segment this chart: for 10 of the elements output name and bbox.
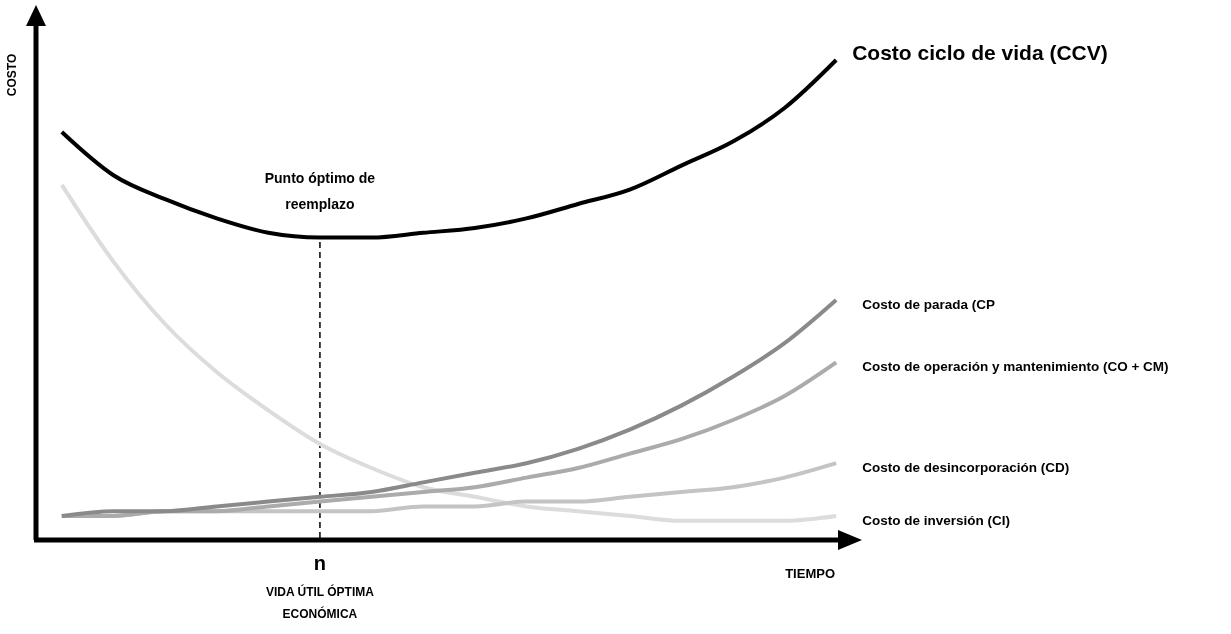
series-label: Costo ciclo de vida (CCV) bbox=[852, 40, 1108, 64]
x-axis-title: TIEMPO bbox=[785, 566, 835, 581]
y-axis-title: COSTO bbox=[5, 53, 19, 97]
series-label: Costo de desincorporación (CD) bbox=[862, 459, 1070, 475]
text: n bbox=[313, 552, 327, 574]
series-label: Costo de parada (CP bbox=[862, 296, 995, 312]
text: VIDA ÚTIL ÓPTIMA ECONÓMICA bbox=[265, 584, 375, 621]
series-label: Costo de operación y mantenimiento (CO + CM) bbox=[862, 358, 1169, 374]
annotation: Punto óptimo de reemplazo bbox=[264, 169, 376, 212]
series-label: Costo de inversión (CI) bbox=[862, 512, 1010, 528]
